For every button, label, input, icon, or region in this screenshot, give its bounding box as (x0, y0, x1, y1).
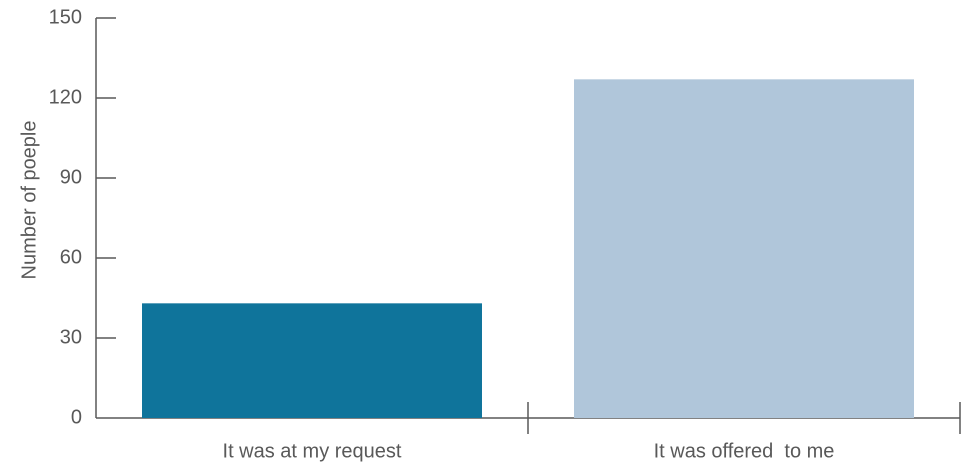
y-axis: 0 30 60 90 120 150 (49, 6, 116, 428)
x-labels-group: It was at my request It was offered to me (223, 440, 835, 462)
bar-1 (142, 303, 482, 418)
y-tick-label: 30 (60, 326, 82, 348)
y-tick-label: 0 (71, 406, 82, 428)
bar-2 (574, 79, 914, 418)
y-tick-label: 60 (60, 246, 82, 268)
y-tick-label: 90 (60, 166, 82, 188)
bars-group (142, 79, 914, 418)
y-axis-title: Number of poeple (18, 121, 40, 280)
y-tick-label: 120 (49, 86, 82, 108)
x-category-label: It was offered to me (654, 440, 835, 462)
y-tick-label: 150 (49, 6, 82, 28)
x-category-label: It was at my request (223, 440, 402, 462)
